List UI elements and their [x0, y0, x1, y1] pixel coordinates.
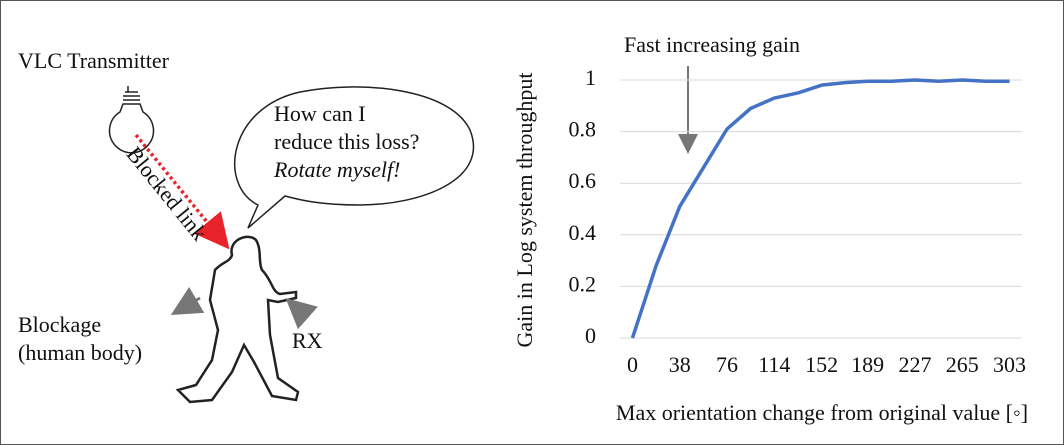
- x-tick-label: 152: [805, 352, 838, 377]
- x-tick-label: 114: [758, 352, 790, 377]
- blockage-label: Blockage: [18, 312, 101, 337]
- y-tick-label: 0: [585, 323, 596, 348]
- y-tick-label: 1: [585, 65, 596, 90]
- x-tick-label: 227: [898, 352, 931, 377]
- x-axis-label: Max orientation change from original val…: [616, 400, 1028, 425]
- transmitter-label: VLC Transmitter: [18, 48, 170, 73]
- y-tick-label: 0.2: [569, 271, 597, 296]
- x-tick-label: 265: [946, 352, 979, 377]
- y-axis-label: Gain in Log system throughput: [512, 73, 537, 348]
- y-tick-label: 0.4: [569, 220, 597, 245]
- data-line: [630, 78, 1010, 339]
- y-tick-label: 0.8: [569, 117, 597, 142]
- x-tick-label: 189: [851, 352, 884, 377]
- speech-bubble: [234, 86, 475, 229]
- blockage-label: (human body): [18, 340, 142, 365]
- bubble-line: reduce this loss?: [274, 129, 419, 154]
- link-label: Blocked link: [122, 142, 213, 246]
- annotation: Fast increasing gain: [624, 32, 800, 57]
- blockage-arrow: [170, 286, 205, 316]
- bubble-line: How can I: [274, 101, 366, 126]
- rx-label: RX: [292, 328, 323, 353]
- person: [175, 235, 300, 404]
- x-tick-label: 76: [716, 352, 738, 377]
- x-tick-label: 38: [669, 352, 691, 377]
- bubble-line: Rotate myself!: [273, 157, 400, 182]
- y-tick-label: 0.6: [569, 168, 597, 193]
- x-tick-label: 303: [993, 352, 1026, 377]
- rx-arrow: [285, 298, 318, 330]
- x-tick-label: 0: [627, 352, 638, 377]
- bulb: [108, 86, 155, 154]
